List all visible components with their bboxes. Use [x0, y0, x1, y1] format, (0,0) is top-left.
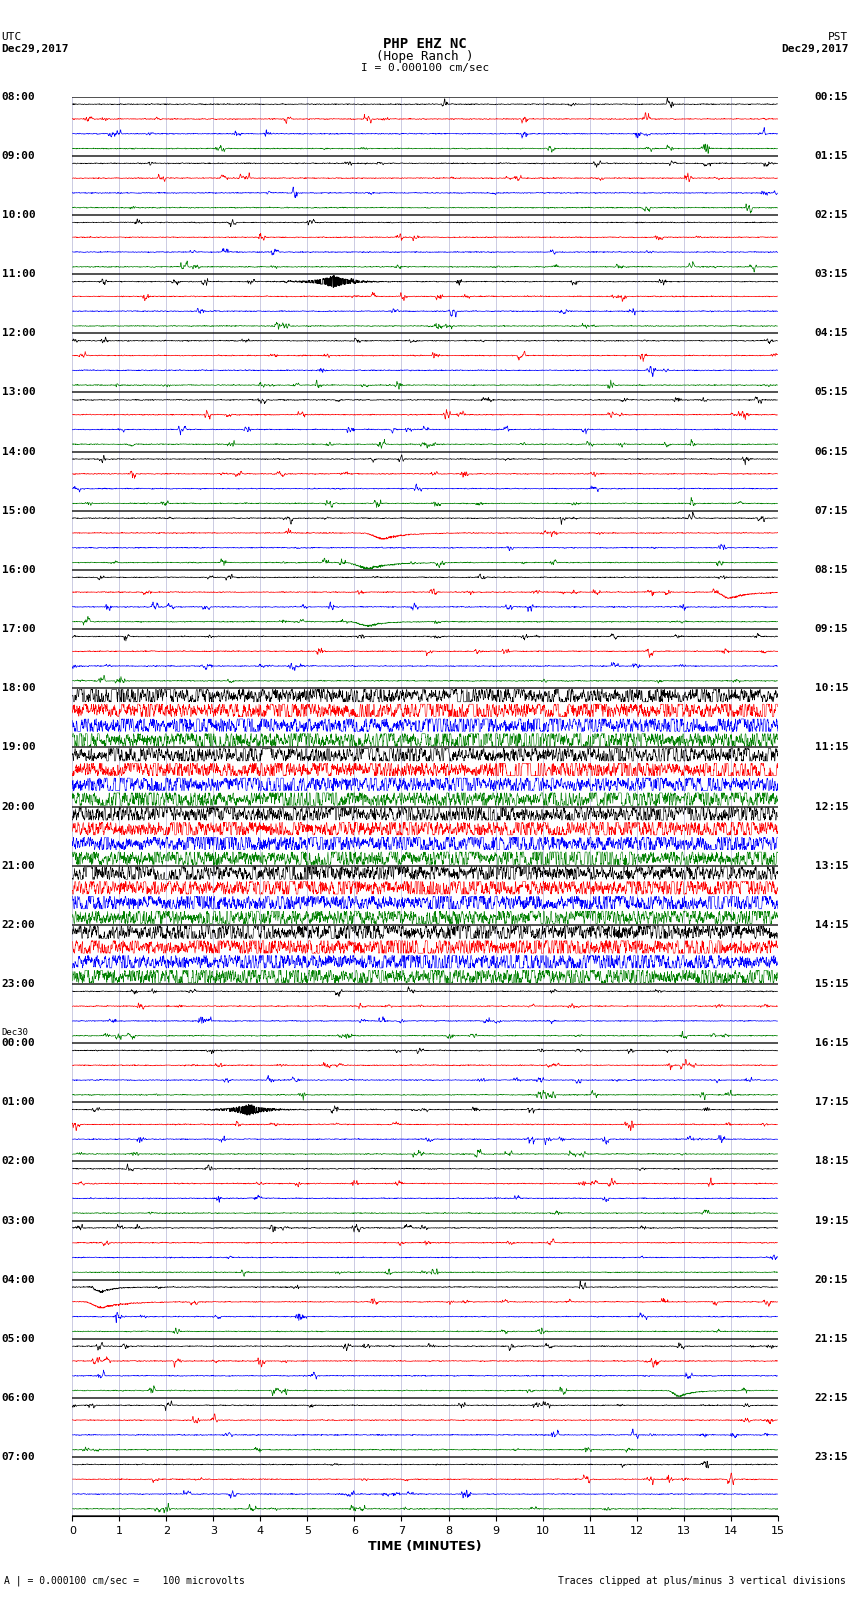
Text: 17:00: 17:00 [2, 624, 36, 634]
Text: 20:15: 20:15 [814, 1274, 848, 1284]
Text: 04:00: 04:00 [2, 1274, 36, 1284]
Text: Dec30: Dec30 [2, 1027, 29, 1037]
Text: 03:00: 03:00 [2, 1216, 36, 1226]
Text: 06:15: 06:15 [814, 447, 848, 456]
Text: 09:15: 09:15 [814, 624, 848, 634]
Text: Traces clipped at plus/minus 3 vertical divisions: Traces clipped at plus/minus 3 vertical … [558, 1576, 846, 1586]
Text: 00:15: 00:15 [814, 92, 848, 102]
Text: 16:15: 16:15 [814, 1039, 848, 1048]
Text: 23:15: 23:15 [814, 1452, 848, 1461]
Text: 14:00: 14:00 [2, 447, 36, 456]
Text: 04:15: 04:15 [814, 329, 848, 339]
Text: 12:00: 12:00 [2, 329, 36, 339]
Text: A | = 0.000100 cm/sec =    100 microvolts: A | = 0.000100 cm/sec = 100 microvolts [4, 1576, 245, 1586]
Text: 15:15: 15:15 [814, 979, 848, 989]
Text: 18:15: 18:15 [814, 1157, 848, 1166]
Text: UTC: UTC [2, 32, 22, 42]
Text: PST: PST [828, 32, 848, 42]
X-axis label: TIME (MINUTES): TIME (MINUTES) [368, 1540, 482, 1553]
Text: 19:00: 19:00 [2, 742, 36, 752]
Text: 11:00: 11:00 [2, 269, 36, 279]
Text: 23:00: 23:00 [2, 979, 36, 989]
Text: 15:00: 15:00 [2, 506, 36, 516]
Text: I = 0.000100 cm/sec: I = 0.000100 cm/sec [361, 63, 489, 73]
Text: 21:00: 21:00 [2, 861, 36, 871]
Text: 07:00: 07:00 [2, 1452, 36, 1461]
Text: 13:15: 13:15 [814, 861, 848, 871]
Text: 22:00: 22:00 [2, 919, 36, 929]
Text: 18:00: 18:00 [2, 684, 36, 694]
Text: (Hope Ranch ): (Hope Ranch ) [377, 50, 473, 63]
Text: 17:15: 17:15 [814, 1097, 848, 1107]
Text: 08:15: 08:15 [814, 565, 848, 574]
Text: 14:15: 14:15 [814, 919, 848, 929]
Text: 02:00: 02:00 [2, 1157, 36, 1166]
Text: 13:00: 13:00 [2, 387, 36, 397]
Text: 00:00: 00:00 [2, 1039, 36, 1048]
Text: 07:15: 07:15 [814, 506, 848, 516]
Text: PHP EHZ NC: PHP EHZ NC [383, 37, 467, 52]
Text: 10:00: 10:00 [2, 210, 36, 219]
Text: 06:00: 06:00 [2, 1394, 36, 1403]
Text: 02:15: 02:15 [814, 210, 848, 219]
Text: 09:00: 09:00 [2, 152, 36, 161]
Text: 10:15: 10:15 [814, 684, 848, 694]
Text: 16:00: 16:00 [2, 565, 36, 574]
Text: 01:00: 01:00 [2, 1097, 36, 1107]
Text: 05:15: 05:15 [814, 387, 848, 397]
Text: 03:15: 03:15 [814, 269, 848, 279]
Text: Dec29,2017: Dec29,2017 [781, 44, 848, 53]
Text: 22:15: 22:15 [814, 1394, 848, 1403]
Text: Dec29,2017: Dec29,2017 [2, 44, 69, 53]
Text: 12:15: 12:15 [814, 802, 848, 811]
Text: 19:15: 19:15 [814, 1216, 848, 1226]
Text: 08:00: 08:00 [2, 92, 36, 102]
Text: 01:15: 01:15 [814, 152, 848, 161]
Text: 11:15: 11:15 [814, 742, 848, 752]
Text: 20:00: 20:00 [2, 802, 36, 811]
Text: 05:00: 05:00 [2, 1334, 36, 1344]
Text: 21:15: 21:15 [814, 1334, 848, 1344]
